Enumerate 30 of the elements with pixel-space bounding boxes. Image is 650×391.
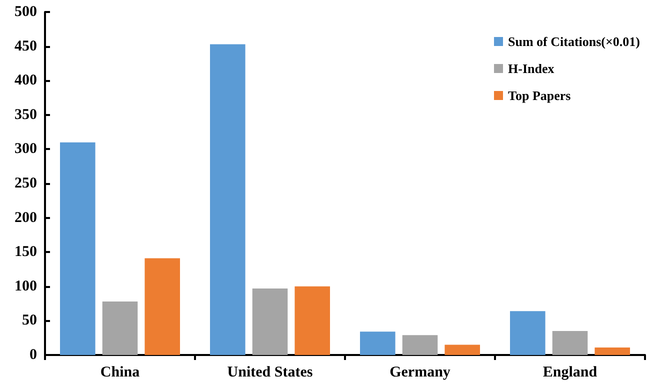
y-tick-label: 150	[14, 244, 37, 260]
y-tick-label: 0	[30, 347, 37, 363]
x-tick-label: England	[542, 364, 598, 380]
bar	[360, 332, 396, 355]
bar	[552, 330, 588, 355]
bar	[60, 142, 96, 355]
y-tick-label: 450	[14, 38, 37, 54]
y-tick-label: 300	[14, 141, 37, 158]
bar	[594, 347, 630, 355]
y-tick-label: 250	[14, 176, 37, 192]
bar	[294, 286, 330, 355]
legend-label: Sum of Citations(×0.01)	[508, 34, 640, 49]
bar	[102, 301, 138, 355]
y-tick-label: 400	[14, 72, 37, 89]
y-tick-label: 500	[14, 4, 37, 20]
y-tick-label: 350	[14, 106, 37, 123]
bar	[144, 258, 180, 355]
y-tick-label: 200	[14, 210, 37, 226]
x-tick-label: United States	[227, 364, 313, 380]
legend-label: H-Index	[508, 61, 555, 76]
y-tick-label: 100	[14, 278, 37, 294]
y-tick-label: 50	[22, 312, 37, 329]
bar	[444, 344, 480, 355]
bar	[510, 311, 546, 355]
x-tick-label: China	[100, 364, 140, 380]
bar	[252, 288, 288, 355]
x-tick-label: Germany	[390, 364, 451, 380]
legend-label: Top Papers	[508, 88, 571, 103]
bar	[210, 44, 246, 355]
bar	[402, 335, 438, 355]
